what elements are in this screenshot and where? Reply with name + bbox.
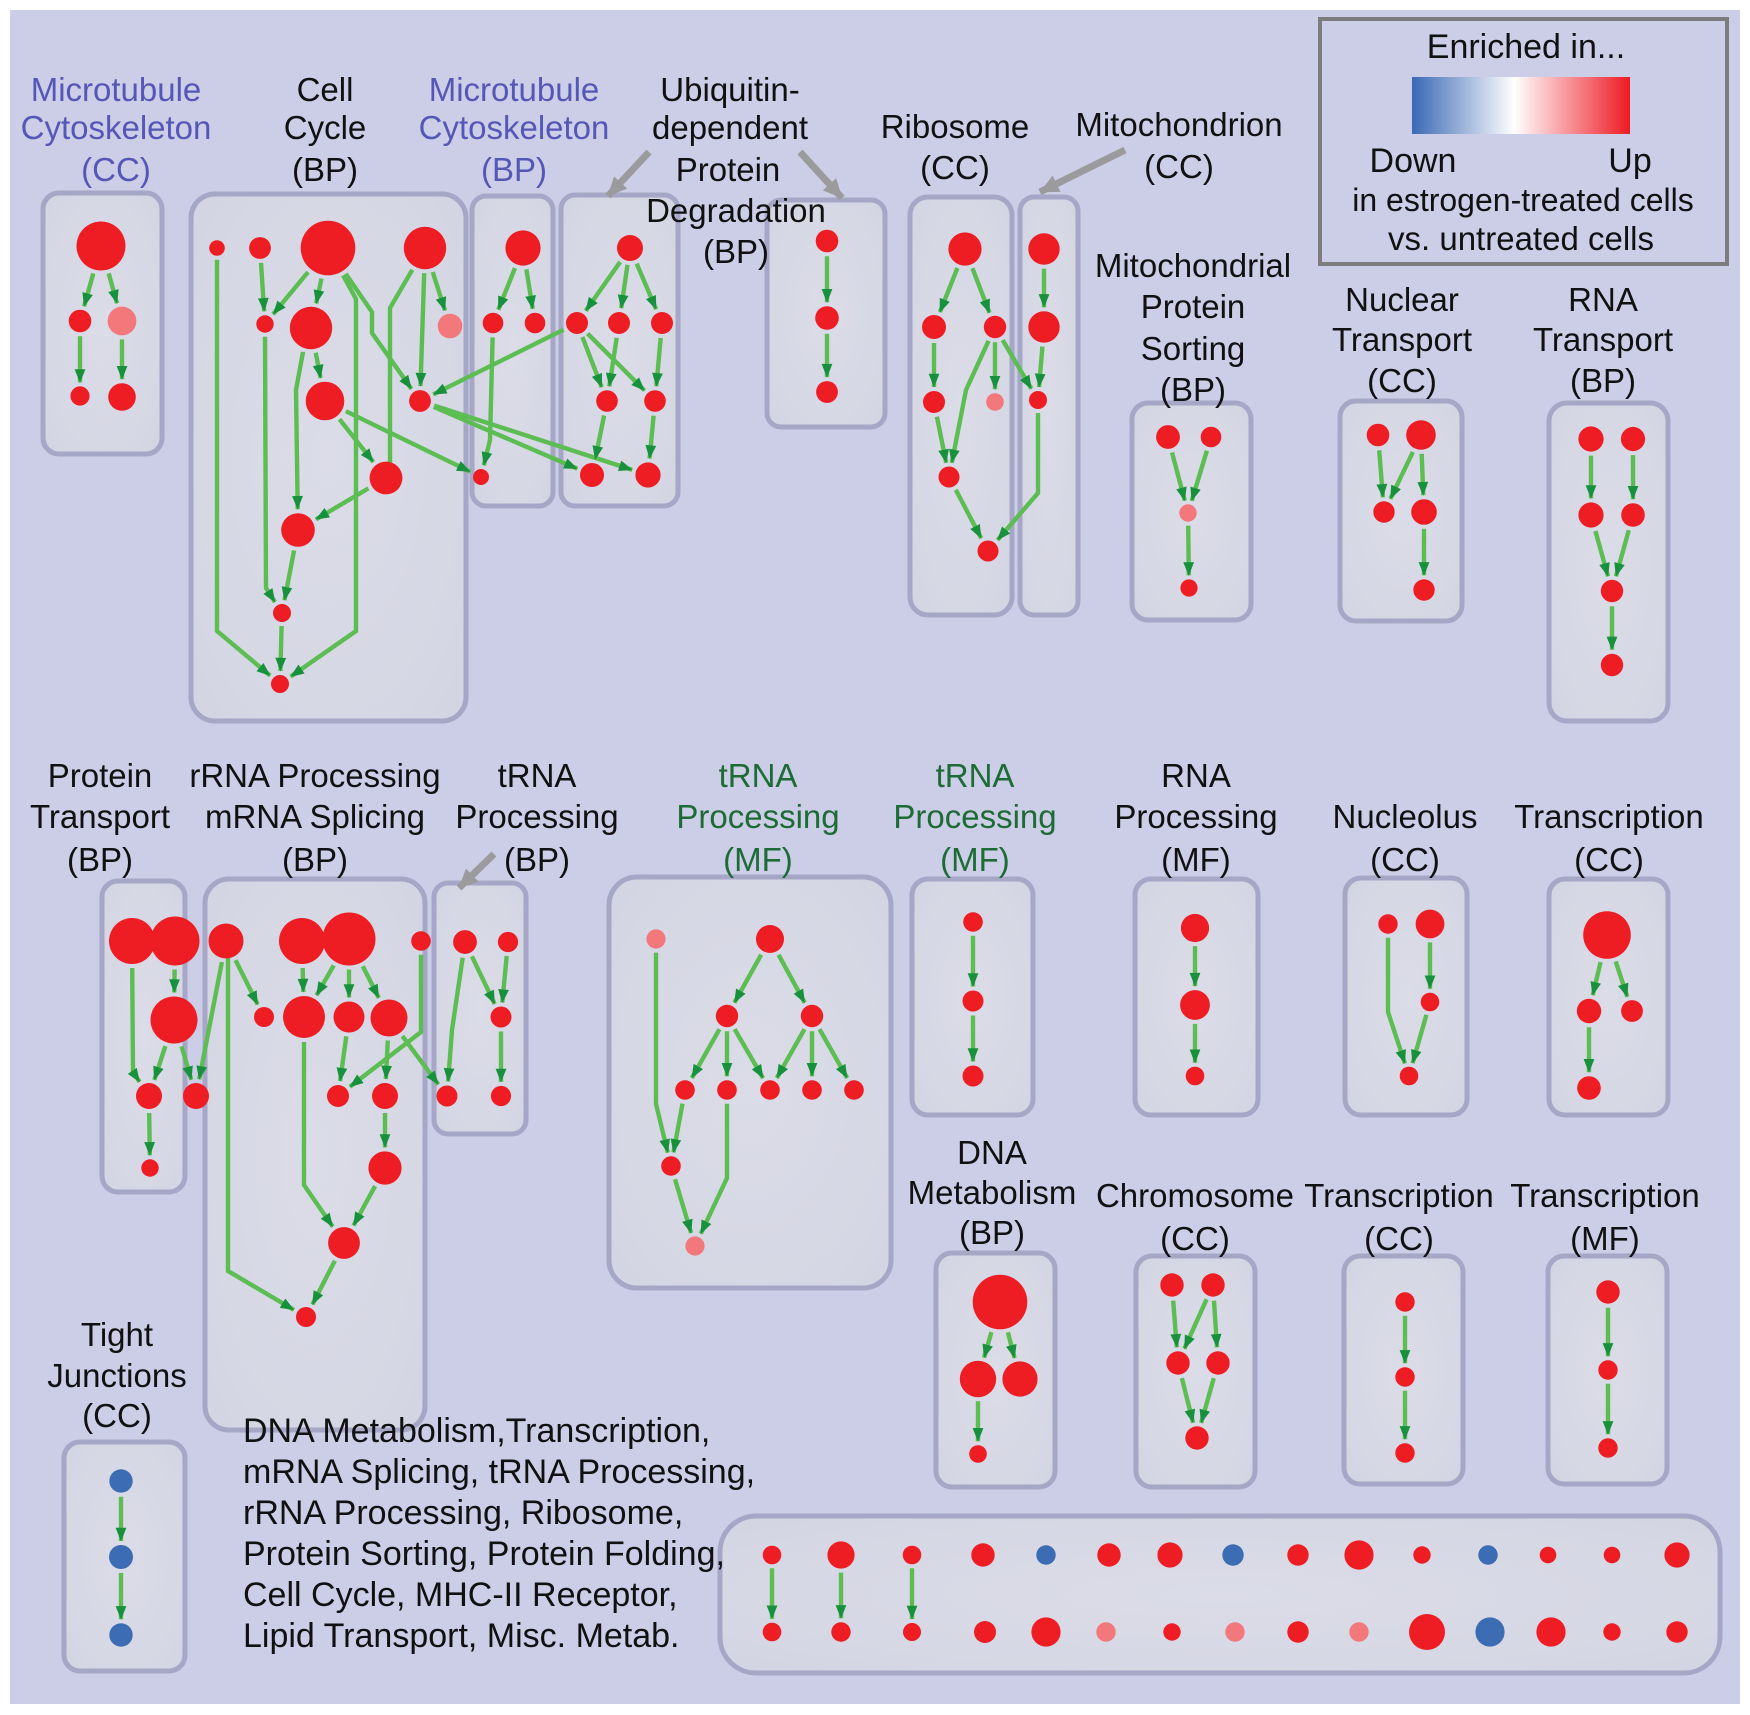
svg-text:rRNA Processing, Ribosome,: rRNA Processing, Ribosome, [243, 1494, 683, 1532]
svg-text:(BP): (BP) [292, 151, 358, 188]
svg-text:(MF): (MF) [1570, 1220, 1640, 1257]
svg-text:RNA: RNA [1568, 281, 1638, 318]
svg-text:(BP): (BP) [504, 841, 570, 878]
svg-text:RNA: RNA [1161, 757, 1231, 794]
svg-text:(CC): (CC) [82, 1397, 152, 1434]
svg-text:mRNA Splicing, tRNA Processing: mRNA Splicing, tRNA Processing, [243, 1453, 755, 1491]
svg-text:(BP): (BP) [703, 233, 769, 270]
svg-text:Microtubule: Microtubule [429, 71, 600, 108]
svg-text:Transcription: Transcription [1510, 1177, 1700, 1214]
svg-text:Processing: Processing [455, 798, 618, 835]
svg-text:Up: Up [1608, 142, 1651, 180]
svg-text:Transport: Transport [1332, 321, 1472, 358]
svg-text:Nuclear: Nuclear [1345, 281, 1459, 318]
svg-text:Transport: Transport [1533, 321, 1673, 358]
svg-text:Down: Down [1370, 142, 1457, 180]
svg-text:Nucleolus: Nucleolus [1333, 798, 1478, 835]
svg-text:(BP): (BP) [1570, 362, 1636, 399]
svg-text:(BP): (BP) [1160, 371, 1226, 408]
svg-text:tRNA: tRNA [498, 757, 577, 794]
svg-text:Chromosome: Chromosome [1096, 1177, 1294, 1214]
svg-text:Cell Cycle, MHC-II Receptor,: Cell Cycle, MHC-II Receptor, [243, 1576, 678, 1614]
svg-text:dependent: dependent [652, 109, 808, 146]
svg-text:(CC): (CC) [1160, 1220, 1230, 1257]
svg-text:Protein Sorting, Protein Foldi: Protein Sorting, Protein Folding, [243, 1535, 725, 1573]
svg-text:Processing: Processing [1114, 798, 1277, 835]
svg-text:Protein: Protein [1141, 288, 1246, 325]
svg-text:Mitochondrion: Mitochondrion [1075, 106, 1282, 143]
svg-text:tRNA: tRNA [719, 757, 798, 794]
svg-text:tRNA: tRNA [936, 757, 1015, 794]
svg-text:vs. untreated cells: vs. untreated cells [1388, 220, 1654, 257]
svg-text:(CC): (CC) [1370, 841, 1440, 878]
svg-text:Cytoskeleton: Cytoskeleton [21, 109, 212, 146]
svg-text:(BP): (BP) [282, 841, 348, 878]
svg-text:Enriched in...: Enriched in... [1427, 28, 1625, 66]
svg-text:Ubiquitin-: Ubiquitin- [660, 71, 799, 108]
svg-text:Lipid Transport, Misc. Metab.: Lipid Transport, Misc. Metab. [243, 1617, 680, 1655]
svg-text:Transcription: Transcription [1514, 798, 1704, 835]
svg-text:(MF): (MF) [1161, 841, 1231, 878]
svg-text:(MF): (MF) [940, 841, 1010, 878]
svg-text:Mitochondrial: Mitochondrial [1095, 247, 1291, 284]
svg-text:Ribosome: Ribosome [881, 108, 1030, 145]
svg-text:Cell: Cell [297, 71, 354, 108]
svg-text:Protein: Protein [676, 151, 781, 188]
svg-text:DNA: DNA [957, 1134, 1027, 1171]
svg-text:Protein: Protein [48, 757, 153, 794]
svg-text:mRNA Splicing: mRNA Splicing [205, 798, 425, 835]
svg-text:Sorting: Sorting [1141, 330, 1246, 367]
svg-text:Junctions: Junctions [47, 1357, 186, 1394]
svg-text:(CC): (CC) [1144, 148, 1214, 185]
svg-text:Metabolism: Metabolism [908, 1174, 1077, 1211]
svg-text:Transcription: Transcription [1304, 1177, 1494, 1214]
svg-text:Tight: Tight [81, 1316, 153, 1353]
svg-text:(MF): (MF) [723, 841, 793, 878]
svg-text:Microtubule: Microtubule [31, 71, 202, 108]
svg-text:(CC): (CC) [920, 149, 990, 186]
svg-text:(CC): (CC) [81, 151, 151, 188]
svg-text:(CC): (CC) [1364, 1220, 1434, 1257]
svg-text:DNA Metabolism,Transcription,: DNA Metabolism,Transcription, [243, 1412, 710, 1450]
svg-text:Processing: Processing [676, 798, 839, 835]
svg-text:in estrogen-treated cells: in estrogen-treated cells [1352, 182, 1694, 218]
svg-text:(BP): (BP) [67, 841, 133, 878]
svg-text:(BP): (BP) [959, 1214, 1025, 1251]
svg-text:rRNA Processing: rRNA Processing [189, 757, 440, 794]
svg-text:(CC): (CC) [1574, 841, 1644, 878]
svg-text:Cytoskeleton: Cytoskeleton [419, 109, 610, 146]
svg-text:Cycle: Cycle [284, 109, 367, 146]
svg-text:Processing: Processing [893, 798, 1056, 835]
svg-text:Transport: Transport [30, 798, 170, 835]
svg-text:(BP): (BP) [481, 151, 547, 188]
svg-text:Degradation: Degradation [646, 192, 826, 229]
svg-text:(CC): (CC) [1367, 362, 1437, 399]
